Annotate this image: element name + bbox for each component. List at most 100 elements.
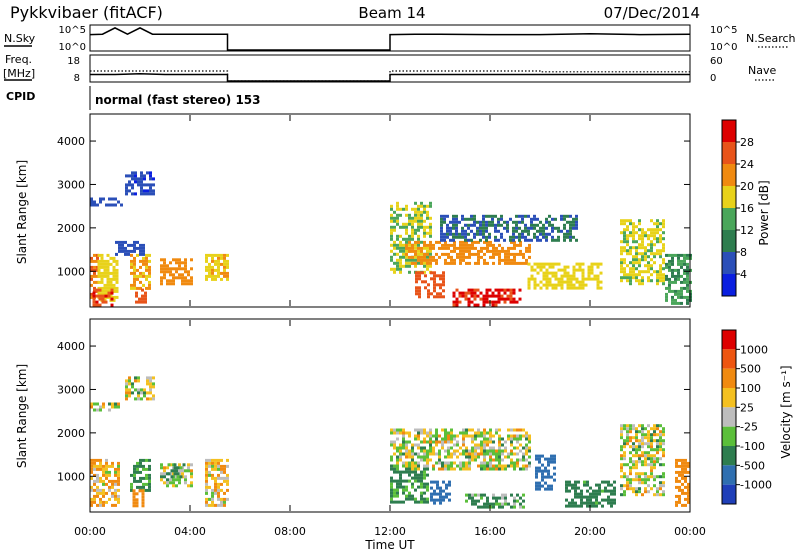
- heatmap-cell: [656, 270, 659, 274]
- heatmap-cell: [482, 226, 485, 230]
- heatmap-cell: [440, 223, 443, 227]
- heatmap-cell: [411, 482, 414, 486]
- heatmap-cell: [402, 249, 405, 253]
- heatmap-cell: [420, 252, 423, 256]
- heatmap-cell: [623, 228, 626, 232]
- heatmap-cell: [583, 501, 586, 505]
- heatmap-cell: [220, 464, 223, 468]
- heatmap-cell: [683, 268, 686, 272]
- heatmap-cell: [220, 256, 223, 260]
- heatmap-cell: [426, 452, 429, 456]
- heatmap-cell: [115, 286, 119, 290]
- heatmap-cell: [393, 240, 396, 244]
- heatmap-cell: [125, 186, 128, 190]
- heatmap-cell: [519, 243, 522, 247]
- heatmap-cell: [569, 283, 573, 287]
- heatmap-cell: [525, 458, 528, 462]
- heatmap-cell: [510, 461, 513, 465]
- heatmap-cell: [414, 201, 417, 205]
- heatmap-cell: [132, 498, 136, 502]
- heatmap-cell: [453, 461, 456, 465]
- heatmap-cell: [102, 482, 105, 486]
- heatmap-cell: [471, 446, 474, 450]
- heatmap-cell: [420, 246, 423, 250]
- heatmap-cell: [545, 286, 549, 290]
- heatmap-cell: [575, 223, 578, 227]
- heatmap-cell: [414, 246, 417, 250]
- heatmap-cell: [644, 487, 647, 491]
- heatmap-cell: [530, 238, 533, 242]
- heatmap-cell: [557, 280, 561, 284]
- heatmap-cell: [93, 200, 96, 204]
- heatmap-cell: [393, 228, 396, 232]
- heatmap-cell: [145, 467, 148, 471]
- heatmap-cell: [169, 273, 172, 277]
- heatmap-cell: [513, 464, 516, 468]
- heatmap-cell: [432, 440, 435, 444]
- heatmap-cell: [223, 268, 226, 272]
- heatmap-cell: [501, 452, 504, 456]
- heatmap-cell: [117, 464, 120, 468]
- heatmap-cell: [411, 458, 414, 462]
- heatmap-cell: [456, 252, 459, 256]
- heatmap-cell: [115, 289, 119, 293]
- heatmap-cell: [629, 252, 632, 256]
- heatmap-cell: [662, 276, 665, 280]
- heatmap-cell: [525, 446, 528, 450]
- heatmap-cell: [96, 467, 99, 471]
- heatmap-cell: [205, 500, 208, 504]
- heatmap-cell: [644, 255, 647, 259]
- heatmap-cell: [429, 231, 432, 235]
- heatmap-cell: [568, 504, 571, 508]
- heatmap-cell: [479, 238, 482, 242]
- heatmap-cell: [455, 300, 459, 304]
- heatmap-cell: [112, 298, 116, 302]
- heatmap-cell: [414, 479, 417, 483]
- heatmap-cell: [142, 274, 145, 278]
- heatmap-cell: [477, 255, 480, 259]
- heatmap-cell: [141, 498, 145, 502]
- heatmap-cell: [133, 470, 136, 474]
- heatmap-cell: [677, 253, 680, 257]
- heatmap-cell: [96, 402, 99, 406]
- heatmap-cell: [102, 494, 105, 498]
- heatmap-cell: [686, 277, 689, 281]
- heatmap-cell: [166, 478, 169, 482]
- heatmap-cell: [474, 443, 477, 447]
- heatmap-cell: [548, 265, 552, 269]
- heatmap-cell: [450, 431, 453, 435]
- heatmap-cell: [566, 229, 569, 233]
- heatmap-cell: [575, 226, 578, 230]
- heatmap-cell: [435, 437, 438, 441]
- heatmap-cell: [528, 464, 531, 468]
- heatmap-cell: [632, 225, 635, 229]
- heatmap-cell: [548, 232, 551, 236]
- heatmap-cell: [522, 252, 525, 256]
- heatmap-cell: [641, 445, 644, 449]
- heatmap-cell: [638, 481, 641, 485]
- heatmap-cell: [653, 448, 656, 452]
- heatmap-cell: [495, 449, 498, 453]
- heatmap-cell: [414, 258, 417, 262]
- heatmap-cell: [140, 183, 143, 187]
- heatmap-cell: [596, 265, 600, 269]
- heatmap-cell: [587, 268, 591, 272]
- heatmap-cell: [105, 461, 108, 465]
- heatmap-cell: [545, 235, 548, 239]
- heatmap-cell: [184, 258, 187, 262]
- heatmap-cell: [510, 434, 513, 438]
- heatmap-cell: [513, 434, 516, 438]
- heatmap-cell: [172, 282, 175, 286]
- heatmap-cell: [668, 286, 671, 290]
- heatmap-cell: [438, 434, 441, 438]
- heatmap-cell: [653, 270, 656, 274]
- heatmap-cell: [547, 475, 550, 479]
- heatmap-cell: [114, 497, 117, 501]
- heatmap-cell: [130, 488, 133, 492]
- heatmap-cell: [148, 283, 151, 287]
- heatmap-cell: [620, 475, 623, 479]
- heatmap-cell: [135, 498, 139, 502]
- heatmap-cell: [504, 496, 507, 500]
- heatmap-cell: [525, 443, 528, 447]
- heatmap-cell: [644, 490, 647, 494]
